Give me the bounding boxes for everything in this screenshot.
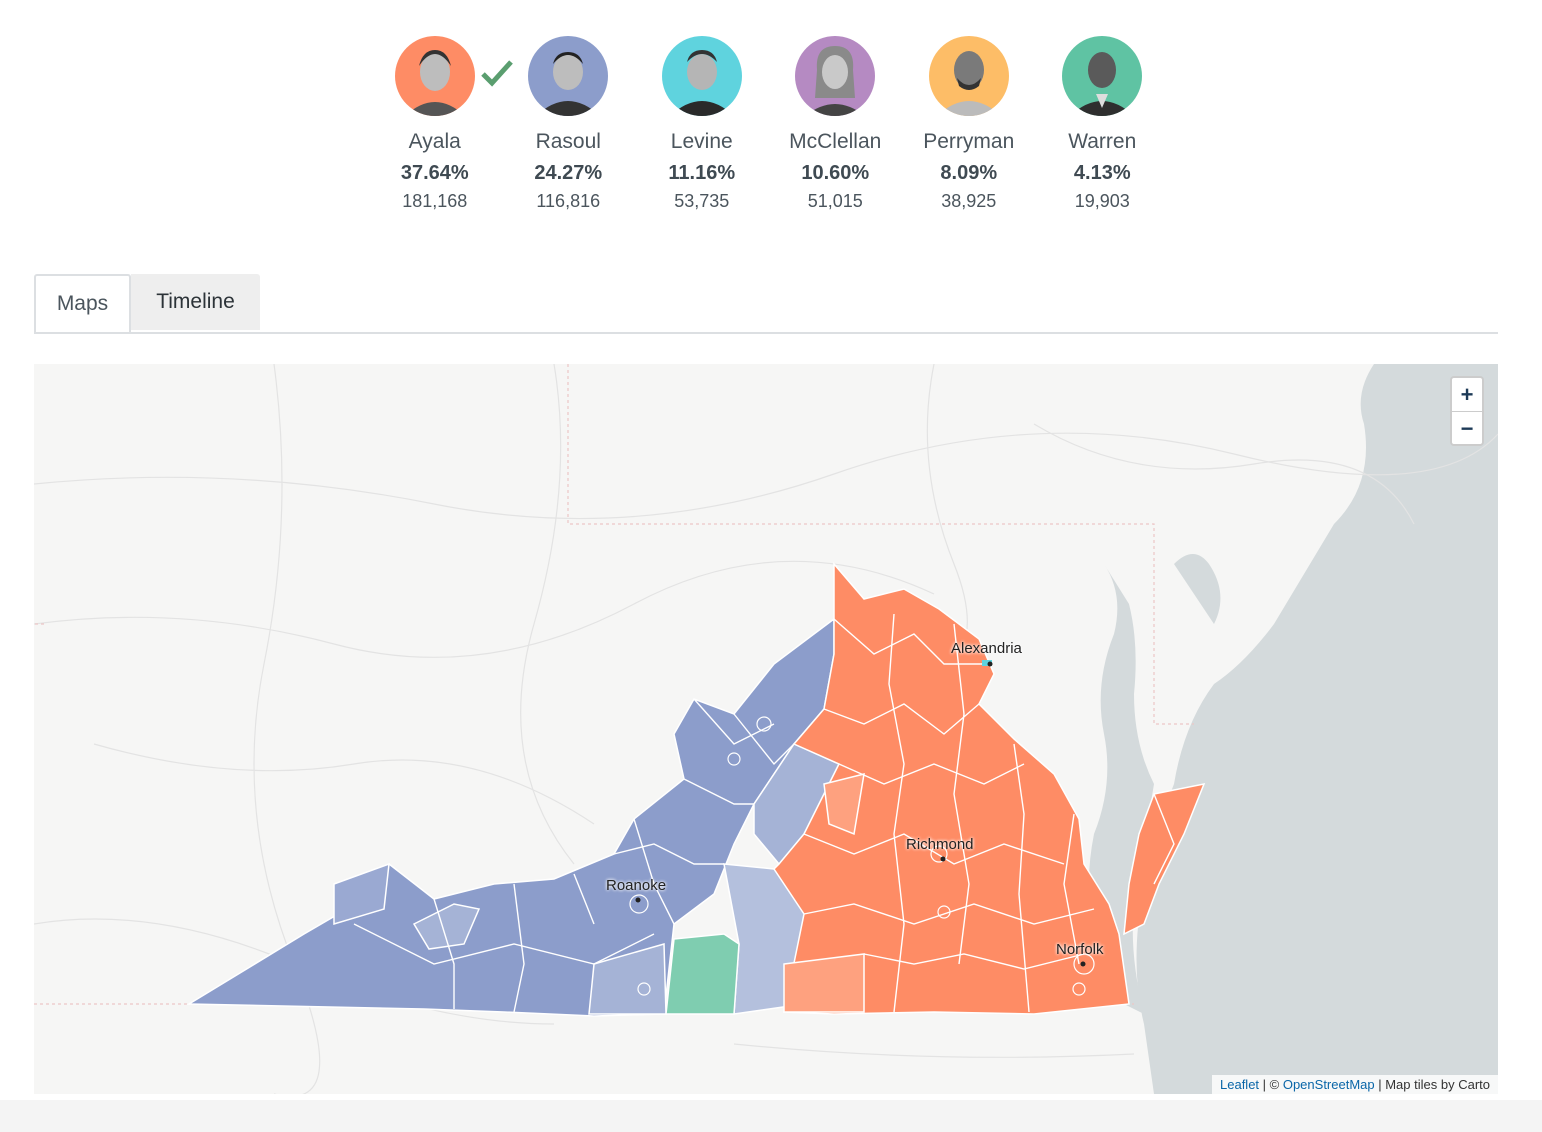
candidate-name: Levine (670, 130, 733, 153)
candidate-levine: Levine 11.16% 53,735 (635, 36, 769, 212)
footer-strip (0, 1100, 1542, 1132)
zoom-in-button[interactable]: + (1452, 378, 1482, 412)
norfolk-dot (1080, 961, 1086, 967)
map-canvas[interactable] (34, 364, 1498, 1094)
view-tabs: Maps Timeline (34, 274, 1498, 334)
candidate-percent: 4.13% (1073, 162, 1131, 184)
candidate-percent: 37.64% (400, 162, 469, 184)
candidate-percent: 24.27% (534, 162, 603, 184)
region-rasoul-light-2 (412, 903, 481, 950)
alexandria-dot (987, 661, 993, 667)
candidate-name: Ayala (408, 130, 461, 153)
attribution-separator-1: | © (1259, 1077, 1283, 1092)
region-ayala-eastern-shore (1123, 782, 1206, 936)
openstreetmap-link[interactable]: OpenStreetMap (1282, 1077, 1375, 1092)
candidate-row: Ayala 37.64% 181,168 Rasoul 24.27% 116,8… (368, 36, 1169, 212)
state-borders (34, 364, 1194, 1005)
candidate-name: Perryman (923, 130, 1015, 153)
delaware-bay (1174, 554, 1221, 624)
county-lines (353, 613, 1175, 1013)
city-dots (635, 661, 1086, 967)
candidate-votes: 181,168 (402, 191, 468, 211)
candidate-rasoul: Rasoul 24.27% 116,816 (502, 36, 636, 212)
results-map[interactable]: Alexandria Richmond Roanoke Norfolk + − … (34, 364, 1498, 1094)
region-warren (665, 933, 740, 1015)
virginia-counties[interactable] (186, 561, 1206, 1017)
candidate-name: Warren (1068, 130, 1137, 153)
zoom-out-button[interactable]: − (1460, 415, 1474, 441)
atlantic-ocean (1136, 364, 1498, 1094)
region-ayala-main (773, 561, 1130, 1015)
candidate-votes: 51,015 (807, 191, 863, 211)
region-ayala-light-1 (783, 953, 865, 1013)
tab-timeline[interactable]: Timeline (131, 274, 260, 330)
candidate-photo (795, 36, 876, 116)
candidate-percent: 11.16% (668, 162, 736, 184)
richmond-dot (940, 856, 946, 862)
candidate-votes: 38,925 (941, 191, 997, 211)
candidate-photo (661, 36, 742, 116)
candidate-photo (1062, 36, 1143, 116)
zoom-control: + − (1450, 376, 1484, 446)
region-rasoul-light-5 (333, 862, 390, 926)
map-attribution: Leaflet | © OpenStreetMap | Map tiles by… (1212, 1075, 1498, 1094)
winner-check-icon (481, 60, 513, 87)
attribution-carto-text: | Map tiles by Carto (1374, 1077, 1490, 1092)
candidate-ayala: Ayala 37.64% 181,168 (368, 36, 513, 212)
candidate-votes: 19,903 (1074, 191, 1130, 211)
candidate-votes: 53,735 (674, 191, 730, 211)
candidate-percent: 10.60% (801, 162, 870, 184)
candidate-name: McClellan (789, 130, 882, 153)
candidate-perryman: Perryman 8.09% 38,925 (902, 36, 1036, 212)
city-label-roanoke: Roanoke (606, 877, 667, 894)
tab-maps[interactable]: Maps (34, 274, 131, 332)
city-label-alexandria: Alexandria (951, 640, 1022, 657)
roanoke-dot (635, 897, 641, 903)
candidate-warren: Warren 4.13% 19,903 (1036, 36, 1170, 212)
candidate-percent: 8.09% (940, 162, 998, 184)
alexandria-marker-fill (982, 660, 992, 666)
candidate-votes: 116,816 (536, 191, 601, 211)
city-outlines (629, 716, 1095, 996)
candidate-photo (528, 36, 609, 116)
candidate-name: Rasoul (535, 130, 601, 153)
candidate-photo (394, 36, 475, 116)
city-label-richmond: Richmond (906, 836, 974, 853)
region-ayala-light-2 (823, 772, 865, 836)
candidate-photo (928, 36, 1009, 116)
candidate-mcclellan: McClellan 10.60% 51,015 (769, 36, 903, 212)
city-label-norfolk: Norfolk (1056, 941, 1104, 958)
leaflet-link[interactable]: Leaflet (1220, 1077, 1260, 1092)
